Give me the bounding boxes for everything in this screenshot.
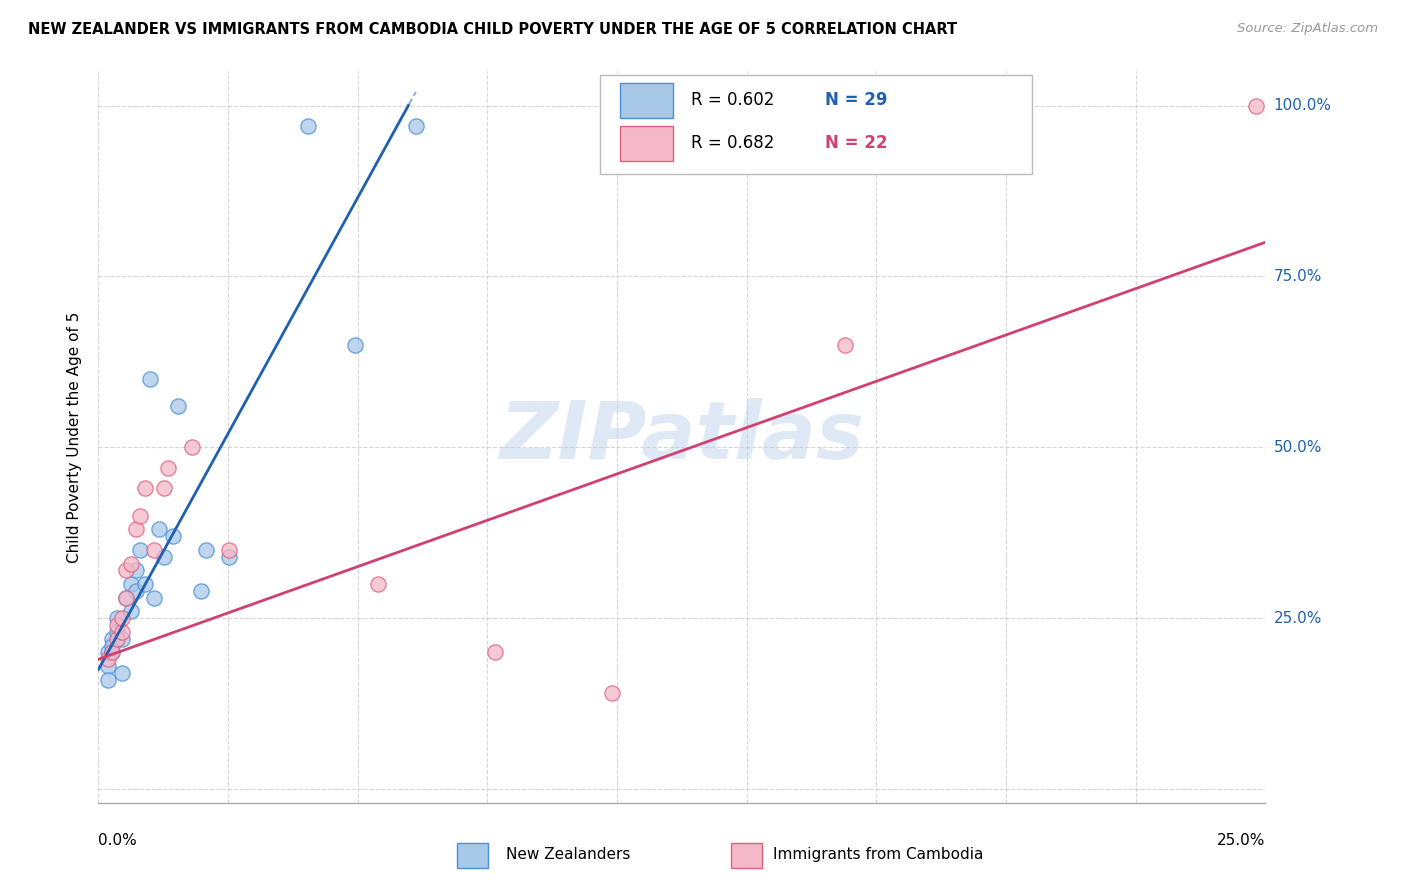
Point	[297, 119, 319, 133]
Point	[101, 645, 124, 659]
Point	[125, 583, 148, 598]
Text: NEW ZEALANDER VS IMMIGRANTS FROM CAMBODIA CHILD POVERTY UNDER THE AGE OF 5 CORRE: NEW ZEALANDER VS IMMIGRANTS FROM CAMBODI…	[28, 22, 957, 37]
Point	[152, 481, 174, 495]
Text: Immigrants from Cambodia: Immigrants from Cambodia	[773, 847, 984, 862]
Point	[166, 400, 188, 414]
Point	[97, 645, 120, 659]
Point	[105, 624, 128, 639]
Point	[101, 645, 124, 659]
Point	[139, 372, 162, 386]
Point	[834, 338, 856, 352]
Point	[134, 481, 156, 495]
Text: R = 0.682: R = 0.682	[692, 135, 790, 153]
Point	[129, 508, 152, 523]
Point	[157, 460, 180, 475]
Text: R = 0.602: R = 0.602	[692, 92, 790, 110]
Text: ZIPatlas: ZIPatlas	[499, 398, 865, 476]
Point	[600, 686, 623, 700]
Point	[111, 611, 134, 625]
Point	[484, 645, 506, 659]
Y-axis label: Child Poverty Under the Age of 5: Child Poverty Under the Age of 5	[67, 311, 83, 563]
Point	[101, 639, 124, 653]
Text: N = 22: N = 22	[825, 135, 889, 153]
Point	[134, 577, 156, 591]
Point	[101, 632, 124, 646]
Text: 25.0%: 25.0%	[1218, 833, 1265, 848]
Text: 25.0%: 25.0%	[1274, 611, 1322, 625]
FancyBboxPatch shape	[620, 83, 672, 118]
Point	[152, 549, 174, 564]
Text: N = 29: N = 29	[825, 92, 889, 110]
Point	[344, 338, 367, 352]
Point	[120, 604, 142, 618]
Point	[97, 659, 120, 673]
FancyBboxPatch shape	[600, 75, 1032, 174]
Point	[148, 522, 170, 536]
Point	[143, 542, 166, 557]
Point	[105, 618, 128, 632]
Point	[115, 591, 138, 605]
Point	[97, 673, 120, 687]
Point	[105, 611, 128, 625]
Text: Source: ZipAtlas.com: Source: ZipAtlas.com	[1237, 22, 1378, 36]
Point	[111, 632, 134, 646]
Point	[120, 577, 142, 591]
Text: 50.0%: 50.0%	[1274, 440, 1322, 455]
Point	[190, 583, 212, 598]
Point	[218, 549, 240, 564]
Point	[162, 529, 184, 543]
Point	[105, 632, 128, 646]
Point	[405, 119, 427, 133]
Point	[1244, 98, 1267, 112]
Point	[129, 542, 152, 557]
Point	[115, 591, 138, 605]
Point	[97, 652, 120, 666]
Point	[111, 624, 134, 639]
Point	[194, 542, 217, 557]
Text: 100.0%: 100.0%	[1274, 98, 1331, 113]
Point	[120, 557, 142, 571]
Point	[367, 577, 389, 591]
Point	[143, 591, 166, 605]
FancyBboxPatch shape	[620, 126, 672, 161]
Point	[115, 563, 138, 577]
Point	[125, 563, 148, 577]
Point	[111, 665, 134, 680]
Text: 75.0%: 75.0%	[1274, 268, 1322, 284]
Point	[218, 542, 240, 557]
Text: 0.0%: 0.0%	[98, 833, 138, 848]
Text: New Zealanders: New Zealanders	[506, 847, 630, 862]
Point	[180, 440, 202, 454]
Point	[125, 522, 148, 536]
